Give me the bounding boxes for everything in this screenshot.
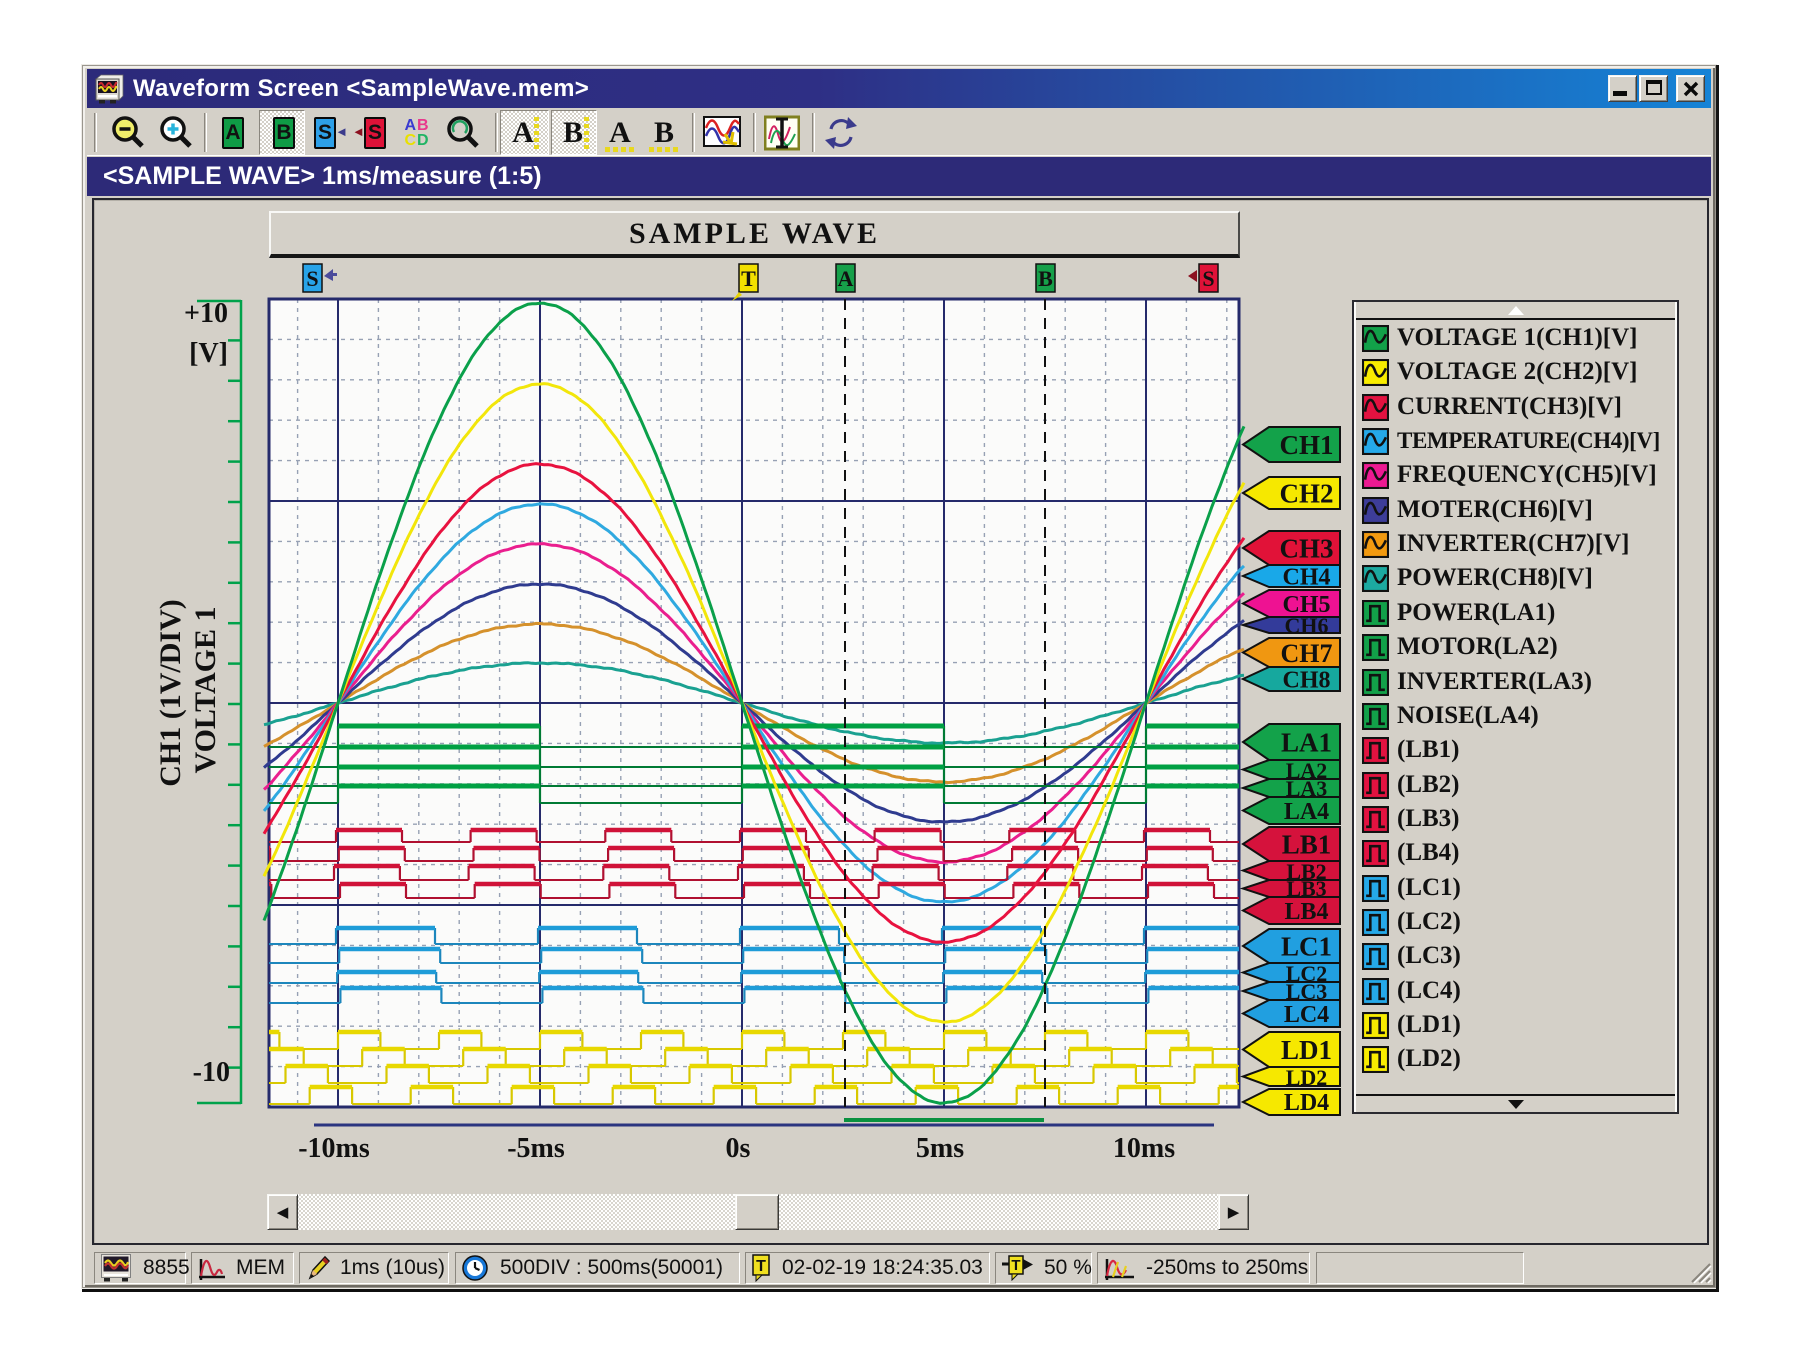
svg-text:-10ms: -10ms <box>298 1133 370 1164</box>
svg-text:CH1 (1V/DIV): CH1 (1V/DIV) <box>154 599 187 787</box>
svg-text:CH6: CH6 <box>1285 613 1329 638</box>
svg-text:-10: -10 <box>193 1057 230 1088</box>
svg-text:CH1: CH1 <box>1280 430 1334 460</box>
svg-text:-5ms: -5ms <box>507 1133 565 1164</box>
svg-text:CH8: CH8 <box>1283 668 1331 694</box>
svg-text:LA1: LA1 <box>1281 728 1332 758</box>
svg-text:+10: +10 <box>184 298 228 329</box>
svg-text:A: A <box>838 266 854 291</box>
svg-text:S: S <box>306 266 318 291</box>
svg-text:LD1: LD1 <box>1281 1035 1332 1065</box>
svg-text:5ms: 5ms <box>916 1133 964 1164</box>
svg-text:LA4: LA4 <box>1284 799 1329 825</box>
svg-text:VOLTAGE 1: VOLTAGE 1 <box>189 607 222 774</box>
svg-text:0s: 0s <box>726 1133 751 1164</box>
svg-text:B: B <box>1038 266 1053 291</box>
svg-text:LC4: LC4 <box>1284 1002 1329 1028</box>
svg-text:LD4: LD4 <box>1284 1090 1329 1116</box>
svg-text:[V]: [V] <box>189 338 228 369</box>
svg-text:CH2: CH2 <box>1280 479 1334 509</box>
svg-text:10ms: 10ms <box>1113 1133 1175 1164</box>
svg-text:LB1: LB1 <box>1282 830 1332 860</box>
svg-text:T: T <box>741 266 756 291</box>
svg-text:LC1: LC1 <box>1281 932 1332 962</box>
svg-text:S: S <box>1202 266 1214 291</box>
svg-text:CH4: CH4 <box>1283 565 1331 591</box>
svg-text:LD2: LD2 <box>1286 1065 1328 1090</box>
svg-text:LB4: LB4 <box>1284 899 1328 925</box>
svg-text:CH3: CH3 <box>1280 534 1334 564</box>
svg-text:CH5: CH5 <box>1283 592 1331 618</box>
svg-text:CH7: CH7 <box>1281 639 1333 668</box>
